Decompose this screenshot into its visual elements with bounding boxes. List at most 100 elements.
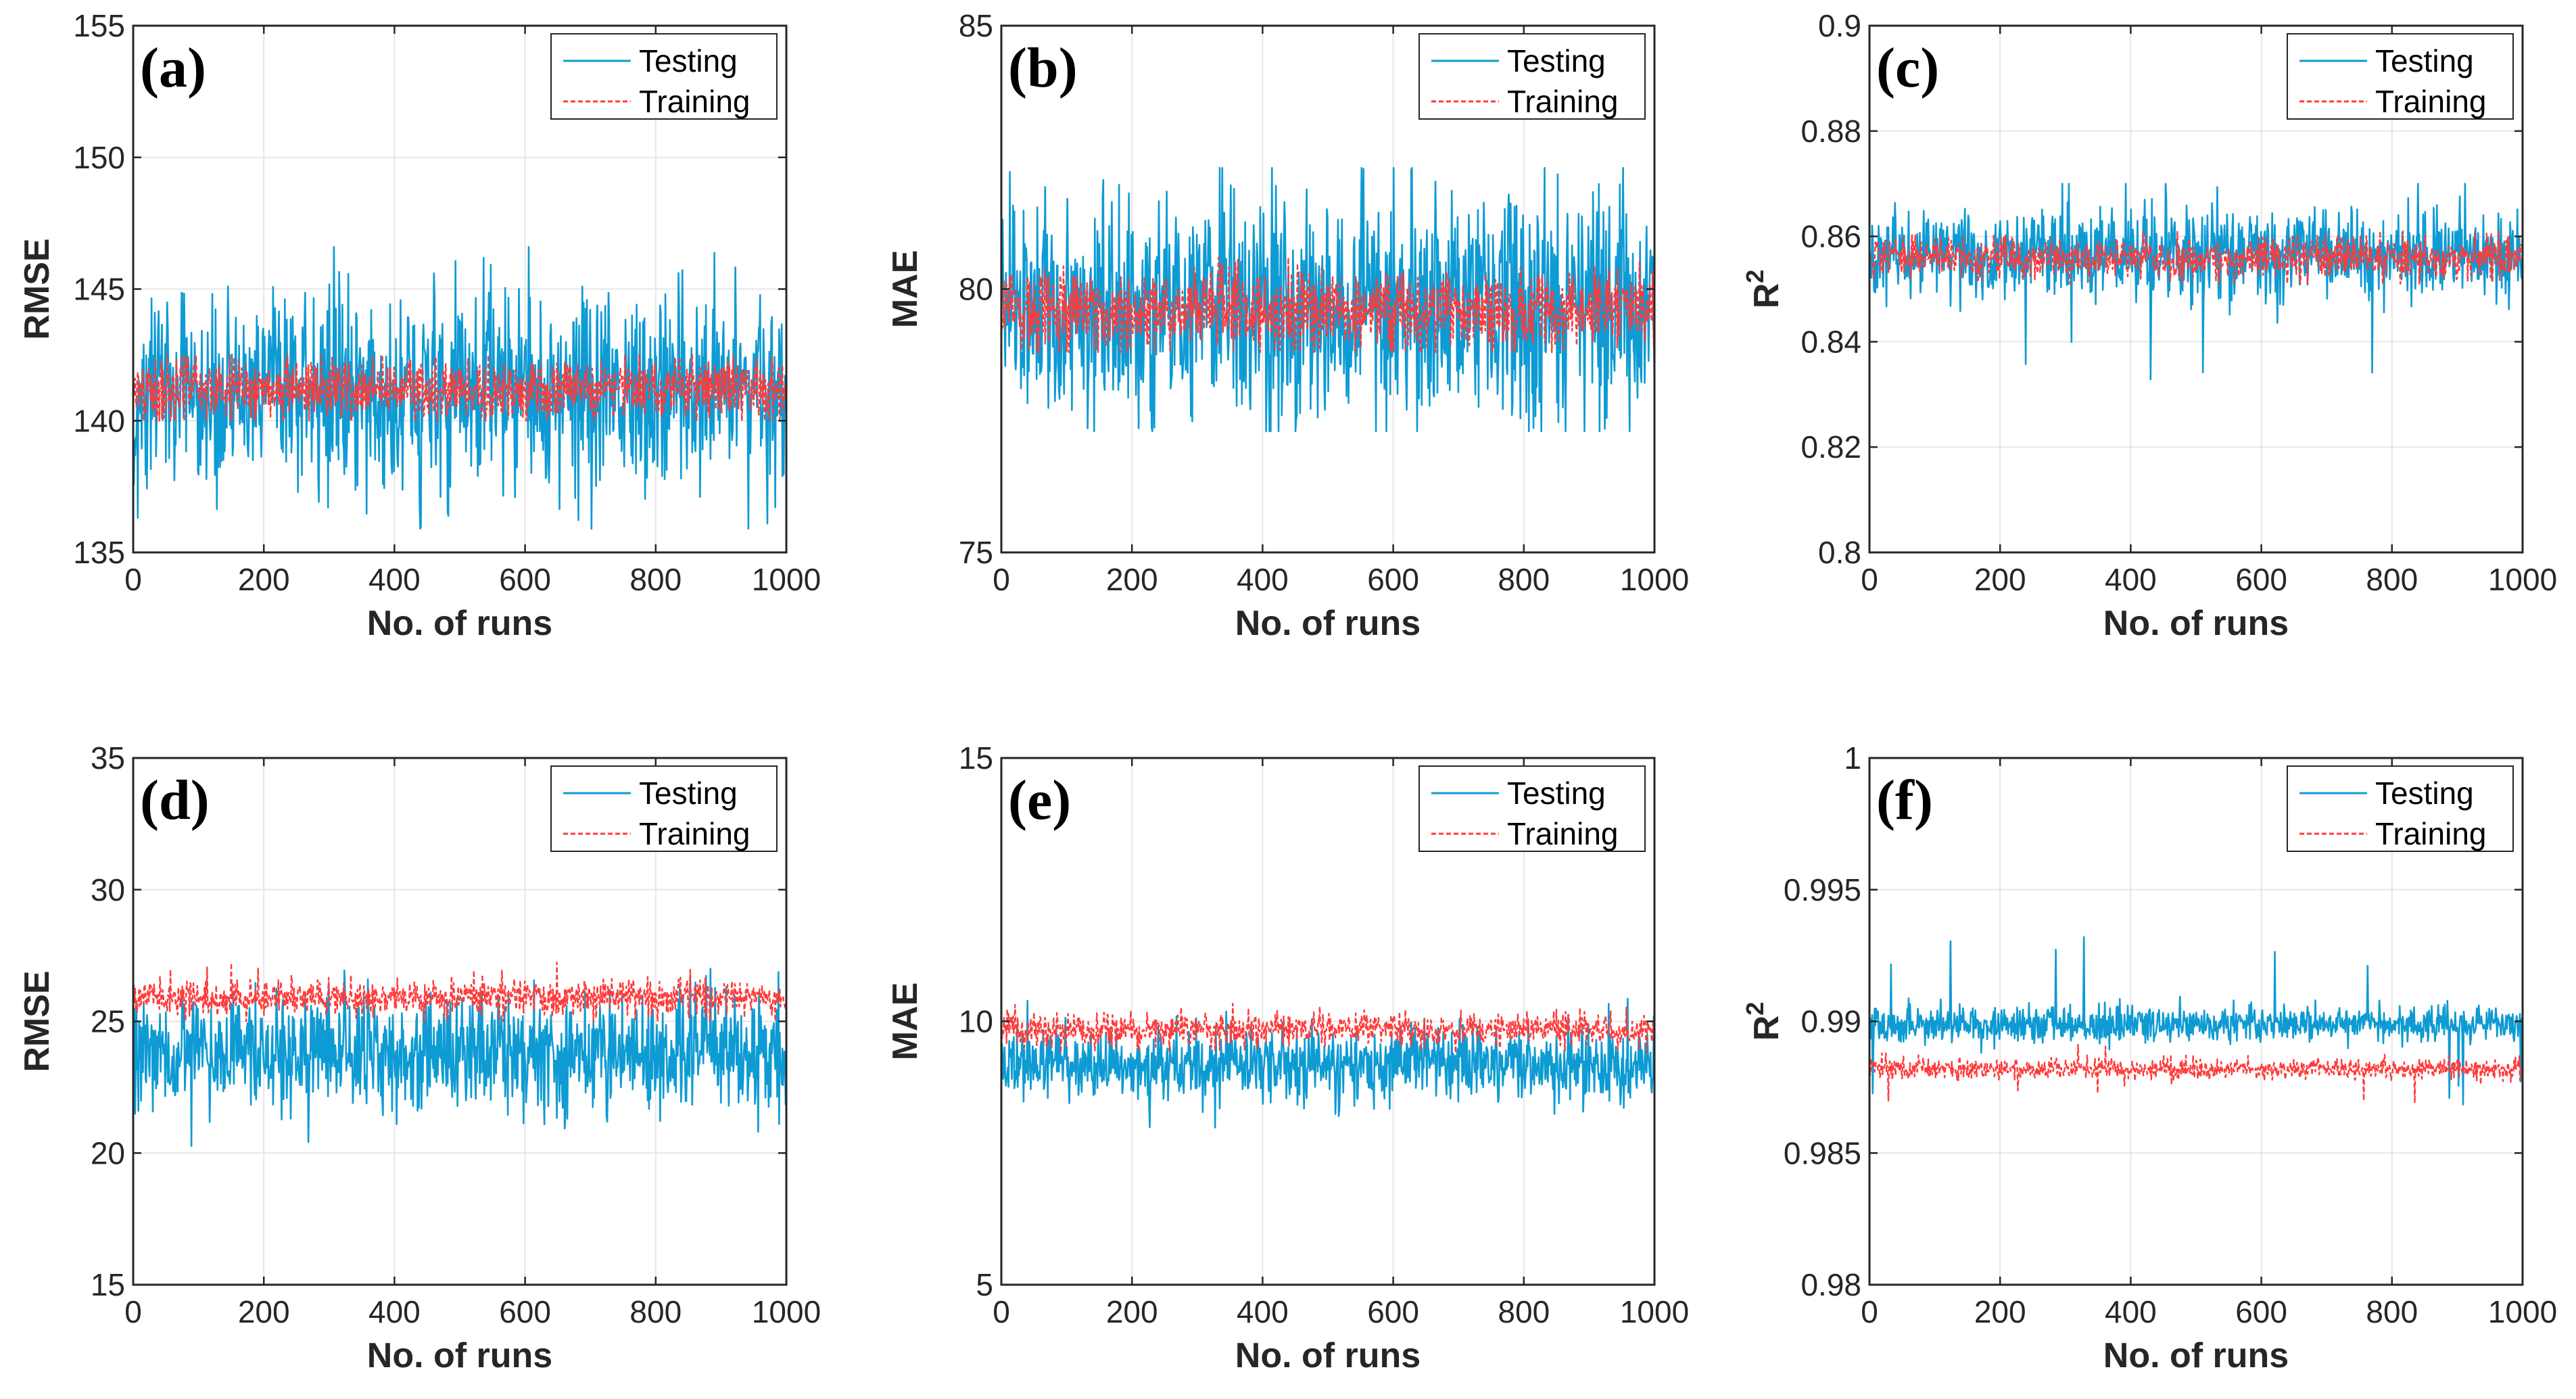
- x-tick-label: 0: [1861, 562, 1878, 597]
- panel-e: 0 200 400 600 800 1000 5 10 15 No. of runs MAE (e) T…: [886, 740, 1689, 1375]
- series-line-training: [1000, 1003, 1656, 1054]
- legend-label-testing: Testing: [1507, 776, 1606, 811]
- x-tick-label: 400: [1237, 1294, 1289, 1329]
- y-tick-label: 75: [959, 535, 993, 570]
- panel-label: (d): [140, 769, 210, 832]
- panel-label: (a): [140, 37, 206, 99]
- legend-label-training: Training: [1507, 816, 1618, 851]
- x-tick-label: 800: [629, 562, 682, 597]
- legend-box: [2287, 33, 2514, 120]
- legend-box: [550, 33, 778, 120]
- y-tick-label: 155: [73, 8, 125, 43]
- series-line-testing: [132, 245, 788, 530]
- y-tick-label: 0.985: [1784, 1135, 1861, 1170]
- x-tick-label: 800: [2366, 1294, 2418, 1329]
- x-tick-label: 0: [124, 1294, 142, 1329]
- legend-box: [1418, 765, 1646, 852]
- x-tick-label: 200: [1974, 562, 2026, 597]
- y-tick-label: 15: [91, 1267, 125, 1302]
- panel-c: 0 200 400 600 800 1000 0.8 0.82 0.84 0.86 0.88 0.9 N…: [1741, 8, 2557, 643]
- series-line-testing: [1868, 936, 2524, 1106]
- legend-label-testing: Testing: [2375, 776, 2474, 811]
- y-axis-label-text: RMSE: [18, 970, 57, 1072]
- x-tick-label: 0: [993, 562, 1010, 597]
- x-tick-label: 600: [1367, 1294, 1419, 1329]
- panel-label: (f): [1876, 769, 1933, 832]
- legend-box: [550, 765, 778, 852]
- x-tick-label: 200: [238, 562, 290, 597]
- legend-label-testing: Testing: [1507, 43, 1606, 78]
- x-axis-label: No. of runs: [1235, 1336, 1421, 1375]
- y-tick-label: 20: [91, 1135, 125, 1170]
- x-tick-label: 800: [1498, 562, 1550, 597]
- series-line-training: [1868, 1044, 2524, 1104]
- y-tick-label: 0.995: [1784, 872, 1861, 907]
- x-tick-label: 400: [2105, 1294, 2157, 1329]
- x-axis-label: No. of runs: [2103, 604, 2289, 643]
- legend: Testing Training: [550, 765, 778, 852]
- y-tick-label: 0.82: [1800, 429, 1861, 465]
- x-tick-label: 1000: [2488, 1294, 2557, 1329]
- y-axis-label: R2: [1741, 1002, 1786, 1041]
- x-axis-label: No. of runs: [2103, 1336, 2289, 1375]
- y-axis-label: R2: [1741, 270, 1786, 309]
- y-axis-label: MAE: [886, 250, 925, 329]
- x-tick-label: 800: [1498, 1294, 1550, 1329]
- x-tick-label: 400: [2105, 562, 2157, 597]
- x-tick-label: 1000: [752, 562, 821, 597]
- x-tick-label: 400: [368, 562, 421, 597]
- y-tick-label: 35: [91, 740, 125, 776]
- x-axis-label: No. of runs: [1235, 604, 1421, 643]
- x-tick-label: 0: [993, 1294, 1010, 1329]
- y-tick-label: 0.99: [1800, 1004, 1861, 1039]
- panel-label: (b): [1008, 37, 1078, 99]
- y-tick-label: 0.98: [1800, 1267, 1861, 1302]
- legend-label-testing: Testing: [639, 776, 738, 811]
- y-tick-label: 0.86: [1800, 219, 1861, 254]
- x-tick-label: 400: [1237, 562, 1289, 597]
- legend-label-training: Training: [2375, 84, 2486, 119]
- x-tick-label: 200: [1974, 1294, 2026, 1329]
- x-tick-label: 600: [1367, 562, 1419, 597]
- panel-b: 0 200 400 600 800 1000 75 80 85 No. of runs MAE (b)…: [886, 8, 1689, 643]
- y-tick-label: 15: [959, 740, 993, 776]
- y-axis-label-text: MAE: [886, 250, 925, 329]
- y-axis-label-text: R: [1747, 283, 1786, 309]
- series-line-training: [132, 354, 788, 422]
- x-axis-label: No. of runs: [367, 604, 552, 643]
- y-axis-label-superscript: 2: [1741, 1002, 1769, 1016]
- y-tick-label: 0.84: [1800, 324, 1861, 359]
- panel-f: 0 200 400 600 800 1000 0.98 0.985 0.99 0.995 1 No. …: [1741, 740, 2557, 1375]
- x-tick-label: 1000: [2488, 562, 2557, 597]
- legend-box: [1418, 33, 1646, 120]
- y-tick-label: 140: [73, 403, 125, 438]
- panel-label: (c): [1876, 37, 1939, 99]
- series-line-training: [1868, 230, 2524, 285]
- y-tick-label: 0.88: [1800, 114, 1861, 149]
- y-tick-label: 80: [959, 272, 993, 307]
- series-line-training: [1000, 256, 1656, 354]
- y-axis-label: RMSE: [18, 970, 57, 1072]
- panel-label: (e): [1008, 769, 1071, 832]
- panel-a: 0 200 400 600 800 1000 135 140 145 150 155 No. of r…: [18, 8, 821, 643]
- y-tick-label: 30: [91, 872, 125, 907]
- y-tick-label: 0.8: [1818, 535, 1861, 570]
- series-line-training: [132, 962, 788, 1022]
- x-tick-label: 0: [124, 562, 142, 597]
- y-axis-label: MAE: [886, 982, 925, 1061]
- legend-label-training: Training: [639, 84, 750, 119]
- legend-label-testing: Testing: [2375, 43, 2474, 78]
- legend: Testing Training: [550, 33, 778, 120]
- x-tick-label: 400: [368, 1294, 421, 1329]
- legend: Testing Training: [2287, 33, 2514, 120]
- x-tick-label: 800: [629, 1294, 682, 1329]
- y-tick-label: 10: [959, 1004, 993, 1039]
- x-axis-label: No. of runs: [367, 1336, 552, 1375]
- y-axis-label-superscript: 2: [1741, 270, 1769, 283]
- x-tick-label: 600: [2235, 1294, 2287, 1329]
- series-line-testing: [132, 968, 788, 1147]
- panel-d: 0 200 400 600 800 1000 15 20 25 30 35 No. of runs RM…: [18, 740, 821, 1375]
- y-tick-label: 145: [73, 272, 125, 307]
- y-tick-label: 150: [73, 140, 125, 175]
